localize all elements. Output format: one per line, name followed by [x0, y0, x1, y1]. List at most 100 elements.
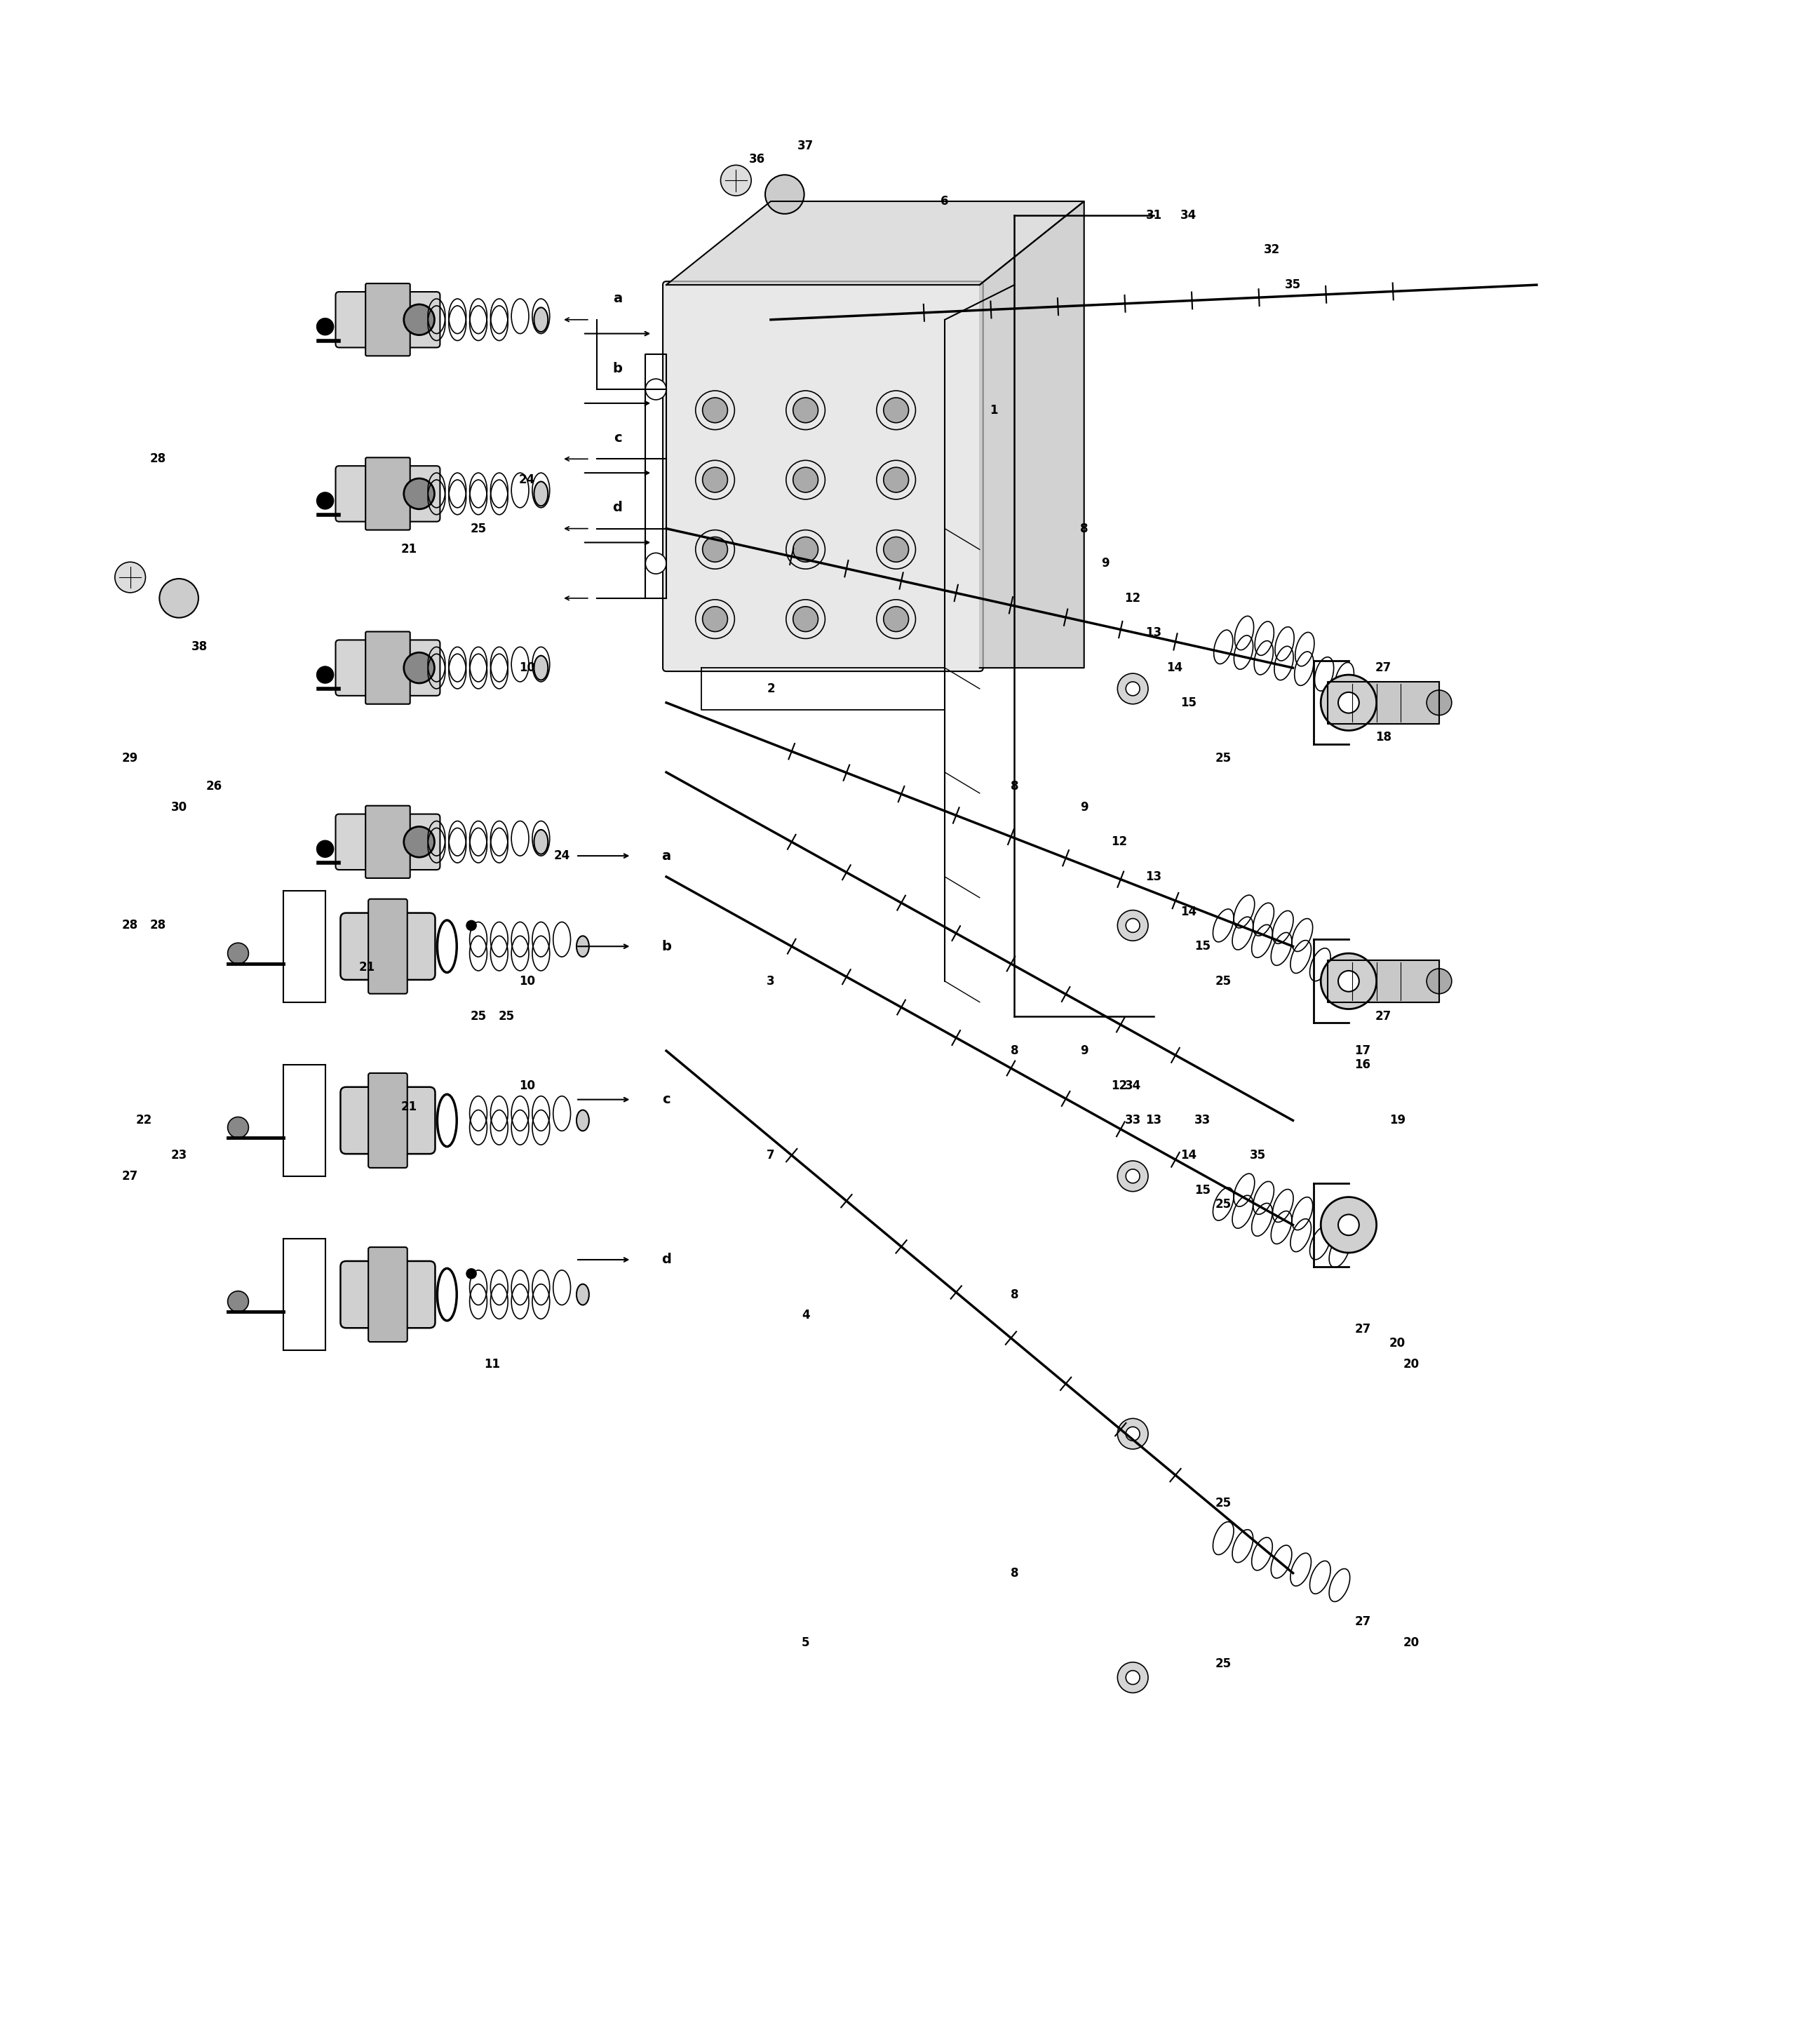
FancyBboxPatch shape	[366, 632, 409, 703]
Text: 25: 25	[1216, 1498, 1232, 1510]
Circle shape	[703, 536, 728, 563]
FancyBboxPatch shape	[368, 1248, 408, 1341]
Text: 28: 28	[149, 918, 166, 933]
Circle shape	[160, 579, 198, 618]
Circle shape	[1127, 1168, 1139, 1183]
Text: 25: 25	[499, 1010, 515, 1022]
Circle shape	[317, 492, 333, 510]
Circle shape	[1338, 971, 1360, 992]
Circle shape	[227, 1290, 249, 1313]
Circle shape	[794, 398, 819, 423]
Circle shape	[1117, 1418, 1148, 1449]
Text: 20: 20	[1389, 1337, 1405, 1349]
Text: 35: 35	[1285, 278, 1301, 291]
Ellipse shape	[577, 1109, 590, 1132]
Text: 9: 9	[1079, 801, 1088, 813]
Text: 34: 34	[1181, 209, 1198, 221]
FancyBboxPatch shape	[366, 807, 409, 878]
Polygon shape	[1329, 961, 1440, 1002]
FancyBboxPatch shape	[340, 1087, 435, 1154]
FancyBboxPatch shape	[366, 457, 409, 530]
Text: b: b	[613, 362, 622, 376]
Circle shape	[794, 467, 819, 492]
Text: 10: 10	[519, 975, 535, 988]
Circle shape	[883, 398, 908, 423]
Text: 15: 15	[1194, 941, 1210, 953]
Text: 19: 19	[1389, 1114, 1405, 1128]
Text: 1: 1	[990, 404, 997, 417]
Text: 9: 9	[1101, 557, 1108, 569]
FancyBboxPatch shape	[335, 640, 440, 695]
Text: 8: 8	[1010, 1288, 1019, 1300]
Text: 16: 16	[1354, 1059, 1370, 1071]
Text: 33: 33	[1194, 1114, 1210, 1128]
Circle shape	[1127, 1670, 1139, 1685]
Text: 22: 22	[136, 1114, 153, 1128]
FancyBboxPatch shape	[335, 293, 440, 347]
Text: 27: 27	[1376, 1010, 1392, 1022]
Circle shape	[317, 666, 333, 683]
Text: 35: 35	[1250, 1148, 1267, 1162]
Ellipse shape	[577, 1284, 590, 1305]
Circle shape	[404, 478, 435, 510]
Text: 25: 25	[1216, 1658, 1232, 1670]
Text: 27: 27	[122, 1170, 138, 1183]
Ellipse shape	[533, 307, 548, 331]
Text: 33: 33	[1125, 1114, 1141, 1128]
Text: 27: 27	[1354, 1323, 1370, 1335]
Text: 24: 24	[519, 473, 535, 486]
Circle shape	[115, 563, 146, 593]
Circle shape	[1117, 1160, 1148, 1191]
Ellipse shape	[533, 656, 548, 681]
Text: b: b	[661, 939, 672, 953]
Text: 21: 21	[359, 961, 375, 973]
Text: 12: 12	[1110, 835, 1127, 847]
Text: 8: 8	[1010, 1567, 1019, 1579]
Circle shape	[703, 608, 728, 632]
Circle shape	[1321, 953, 1376, 1010]
Circle shape	[1338, 1215, 1360, 1235]
FancyBboxPatch shape	[335, 815, 440, 870]
Text: 21: 21	[400, 543, 417, 557]
Text: 10: 10	[519, 1079, 535, 1091]
Circle shape	[466, 920, 477, 931]
Text: a: a	[613, 293, 622, 305]
Polygon shape	[1329, 683, 1440, 723]
FancyBboxPatch shape	[366, 284, 409, 356]
Circle shape	[404, 305, 435, 335]
Circle shape	[1117, 1662, 1148, 1693]
Circle shape	[883, 467, 908, 492]
Text: 12: 12	[1110, 1079, 1127, 1091]
Text: 20: 20	[1403, 1357, 1420, 1370]
Text: d: d	[661, 1254, 672, 1266]
Text: 8: 8	[1010, 780, 1019, 792]
Text: d: d	[613, 502, 622, 514]
Circle shape	[883, 536, 908, 563]
Text: 25: 25	[1216, 975, 1232, 988]
Text: a: a	[662, 849, 672, 862]
Circle shape	[404, 652, 435, 683]
Circle shape	[883, 608, 908, 632]
Ellipse shape	[533, 482, 548, 506]
Text: 25: 25	[1216, 752, 1232, 764]
Text: 36: 36	[748, 152, 764, 167]
Circle shape	[1321, 675, 1376, 732]
Circle shape	[317, 319, 333, 335]
Text: 30: 30	[171, 801, 187, 813]
Text: 24: 24	[553, 849, 570, 862]
Text: 11: 11	[484, 1357, 500, 1370]
FancyBboxPatch shape	[368, 898, 408, 994]
Text: 15: 15	[1194, 1185, 1210, 1197]
Circle shape	[703, 398, 728, 423]
Text: 14: 14	[1167, 662, 1183, 675]
Polygon shape	[666, 201, 1085, 284]
Circle shape	[227, 943, 249, 963]
Circle shape	[1427, 969, 1452, 994]
Circle shape	[794, 536, 819, 563]
Polygon shape	[979, 201, 1085, 669]
Ellipse shape	[533, 829, 548, 853]
Text: 21: 21	[400, 1099, 417, 1114]
Text: 15: 15	[1181, 697, 1196, 709]
Circle shape	[227, 1118, 249, 1138]
Text: 10: 10	[519, 662, 535, 675]
